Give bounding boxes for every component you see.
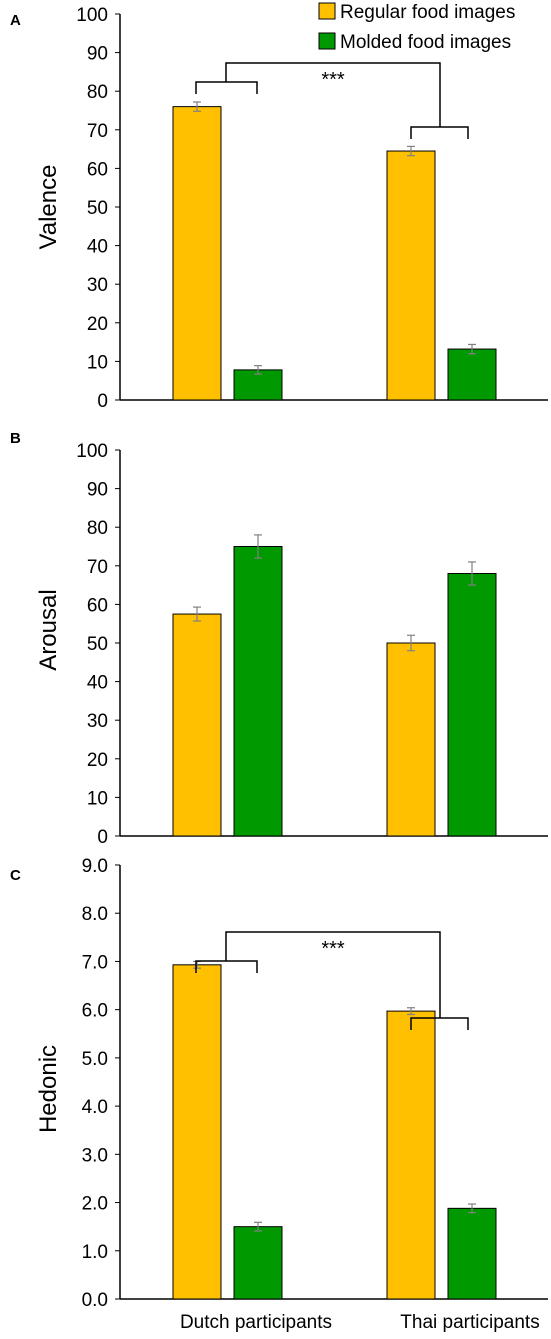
y-tick-label: 40: [87, 237, 108, 258]
bar-molded-thai: [447, 348, 497, 401]
significance-bracket-top: [225, 931, 441, 1018]
y-tick-label: 2.0: [82, 1194, 108, 1215]
bar-molded-thai: [447, 1207, 497, 1300]
y-tick-label: 70: [87, 557, 108, 578]
y-tick-label: 80: [87, 518, 108, 539]
y-tick-label: 20: [87, 750, 108, 771]
y-tick-label: 0.0: [82, 1290, 108, 1311]
y-tick-label: 50: [87, 634, 108, 655]
y-tick-label: 40: [87, 673, 108, 694]
significance-label: ***: [321, 69, 345, 91]
y-tick-label: 60: [87, 159, 108, 180]
legend-label-regular: Regular food images: [340, 2, 515, 23]
panel-c: C Hedonic 0.0 1.0 2.0 3.0 4.0 5.0 6.0 7.0 8.0 9.0…: [10, 856, 548, 1311]
y-axis-label-hedonic: Hedonic: [35, 1045, 62, 1133]
y-axis-label-valence: Valence: [35, 165, 62, 250]
legend-swatch-regular: [318, 2, 336, 20]
y-tick-label: 8.0: [82, 904, 108, 925]
x-category-label-thai: Thai participants: [400, 1312, 539, 1333]
y-tick-label: 100: [76, 441, 108, 462]
bar-regular-thai: [386, 150, 436, 401]
legend: Regular food images Molded food images: [318, 2, 515, 53]
y-tick-label: 0: [97, 391, 108, 412]
y-tick-label: 60: [87, 595, 108, 616]
y-tick-label: 90: [87, 44, 108, 65]
panel-letter-c: C: [10, 867, 21, 884]
x-category-label-dutch: Dutch participants: [180, 1312, 332, 1333]
y-tick-label: 50: [87, 198, 108, 219]
y-tick-label: 30: [87, 711, 108, 732]
y-tick-label: 70: [87, 121, 108, 142]
y-tick-label: 7.0: [82, 952, 108, 973]
panel-a: A Valence Regular food images Molded foo…: [10, 2, 548, 412]
y-tick-label: 0: [97, 827, 108, 848]
y-tick-label: 4.0: [82, 1097, 108, 1118]
y-tick-label: 80: [87, 82, 108, 103]
panel-letter-a: A: [10, 12, 21, 29]
legend-label-molded: Molded food images: [340, 32, 511, 53]
bar-molded-dutch: [233, 1226, 283, 1300]
x-category-labels: Dutch participants Thai participants: [180, 1312, 540, 1333]
y-tick-label: 20: [87, 314, 108, 335]
y-tick-label: 3.0: [82, 1145, 108, 1166]
significance-bracket-left: [195, 81, 258, 94]
y-tick-label: 30: [87, 275, 108, 296]
y-tick-label: 100: [76, 5, 108, 26]
bar-regular-dutch: [172, 106, 222, 401]
y-tick-label: 5.0: [82, 1049, 108, 1070]
y-tick-label: 90: [87, 480, 108, 501]
bar-regular-dutch: [172, 964, 222, 1300]
y-tick-label: 10: [87, 352, 108, 373]
bar-molded-dutch: [233, 546, 283, 837]
legend-swatch-molded: [318, 32, 336, 50]
y-tick-label: 6.0: [82, 1001, 108, 1022]
bar-regular-thai: [386, 642, 436, 837]
panel-letter-b: B: [10, 430, 21, 447]
significance-bracket-right: [410, 126, 469, 139]
y-tick-label: 1.0: [82, 1242, 108, 1263]
significance-bracket-top: [225, 62, 441, 127]
bar-regular-dutch: [172, 613, 222, 837]
bar-molded-thai: [447, 573, 497, 837]
y-axis-label-arousal: Arousal: [35, 589, 62, 670]
significance-label: ***: [321, 938, 345, 960]
panel-b: B Arousal 0 10 20 30 40 50 60 70 80 90 100: [10, 430, 548, 848]
y-tick-label: 9.0: [82, 856, 108, 877]
bar-regular-thai: [386, 1010, 436, 1300]
y-tick-label: 10: [87, 788, 108, 809]
